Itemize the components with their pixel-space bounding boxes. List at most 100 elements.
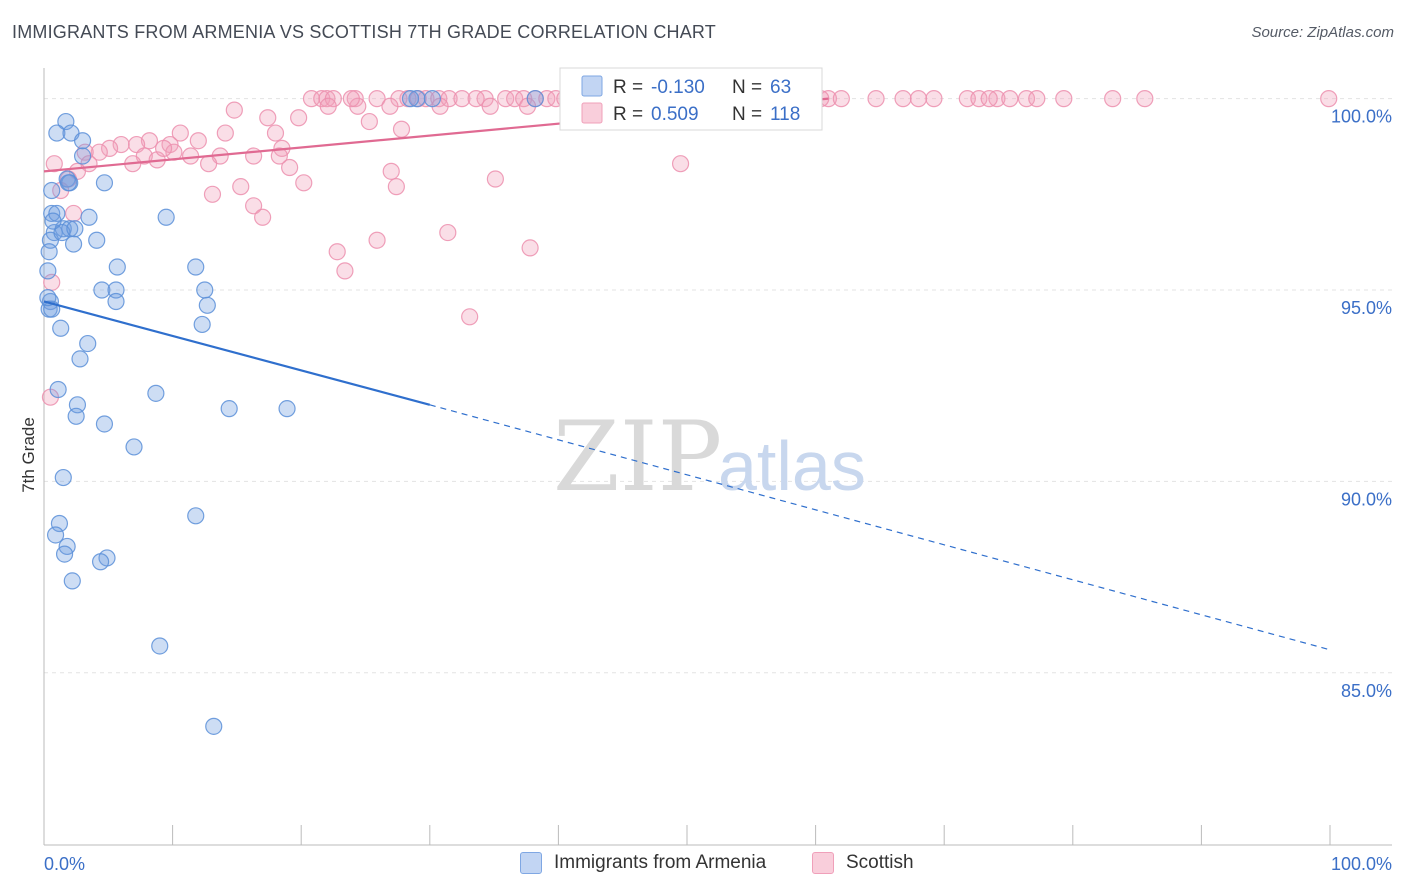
- scottish-point-110: [342, 90, 360, 108]
- legend-swatch-armenia: [581, 75, 603, 97]
- y-tick-label-0: 100.0%: [1331, 107, 1392, 127]
- y-tick-label-2: 90.0%: [1341, 489, 1392, 509]
- scottish-point-92: [295, 174, 313, 192]
- x-tick-labels: 0.0% 100.0%: [44, 854, 1392, 874]
- scottish-point-96: [254, 208, 272, 226]
- armenia-point-43: [54, 468, 72, 487]
- scottish-point-50: [1104, 90, 1122, 108]
- scottish-point-109: [154, 139, 173, 157]
- scottish-point-40: [867, 90, 885, 108]
- scottish-point-42: [925, 90, 943, 108]
- armenia-point-18: [88, 231, 106, 249]
- scottish-point-73: [100, 139, 119, 157]
- armenia-point-40: [67, 407, 85, 425]
- armenia-point-19: [40, 243, 58, 261]
- legend-swatch-scottish-bottom: [812, 852, 834, 874]
- scottish-point-74: [90, 143, 108, 161]
- scottish-point-57: [481, 97, 499, 115]
- scottish-point-79: [182, 147, 200, 165]
- armenia-point-21: [187, 258, 205, 276]
- trend-armenia-solid: [43, 300, 431, 406]
- armenia-point-53: [205, 717, 223, 735]
- scottish-point-90: [486, 170, 504, 188]
- scottish-point-60: [259, 109, 277, 127]
- scottish-point-5: [368, 90, 386, 108]
- scottish-point-64: [216, 124, 234, 142]
- scottish-point-95: [245, 197, 263, 215]
- legend-n-label-scottish: N =: [732, 104, 762, 125]
- y-tick-labels: 100.0% 95.0% 90.0% 85.0%: [1331, 107, 1392, 701]
- armenia-point-51: [63, 572, 81, 590]
- scottish-point-88: [382, 162, 400, 180]
- correlation-legend: R = -0.130 N = 63 R = 0.509 N = 118: [559, 67, 823, 131]
- y-tick-label-3: 85.0%: [1341, 681, 1392, 701]
- armenia-point-56: [526, 90, 544, 108]
- armenia-point-35: [49, 380, 67, 399]
- legend-n-scottish: 118: [770, 104, 800, 125]
- armenia-point-34: [71, 350, 89, 368]
- axes: [43, 68, 1392, 846]
- scottish-point-41: [894, 90, 912, 108]
- armenia-point-42: [125, 438, 143, 456]
- source-credit: Source: ZipAtlas.com: [1251, 24, 1394, 41]
- scottish-point-46: [1001, 90, 1019, 108]
- trend-armenia-dashed: [429, 404, 1331, 651]
- scottish-point-59: [225, 101, 243, 119]
- scottish-point-55: [381, 97, 399, 115]
- watermark-atlas: atlas: [718, 427, 866, 505]
- legend-item-scottish: Scottish: [812, 852, 914, 874]
- x-tick-label-0: 0.0%: [44, 854, 85, 874]
- armenia-point-52: [151, 637, 169, 655]
- armenia-point-46: [46, 526, 65, 544]
- scottish-point-53: [319, 97, 337, 115]
- armenia-point-59: [53, 223, 71, 242]
- scottish-point-99: [521, 239, 539, 257]
- scottish-point-93: [387, 178, 405, 196]
- y-tick-label-1: 95.0%: [1341, 298, 1392, 318]
- armenia-point-7: [95, 174, 114, 192]
- scottish-point-49: [1055, 90, 1073, 108]
- series-scottish: [41, 90, 1338, 406]
- watermark: ZIP atlas: [553, 401, 866, 513]
- series-armenia: [39, 90, 544, 735]
- armenia-point-61: [66, 220, 84, 238]
- armenia-point-33: [79, 334, 97, 353]
- armenia-point-55: [423, 90, 441, 108]
- armenia-point-23: [93, 281, 111, 299]
- scottish-point-94: [203, 185, 222, 203]
- scottish-point-65: [266, 124, 285, 142]
- legend-r-scottish: 0.509: [651, 104, 699, 125]
- scottish-point-39: [832, 90, 850, 108]
- legend-label-scottish: Scottish: [846, 852, 914, 873]
- armenia-point-39: [278, 400, 296, 418]
- legend-swatch-armenia-bottom: [520, 852, 542, 874]
- scottish-point-116: [909, 90, 928, 108]
- scottish-point-91: [232, 178, 250, 196]
- armenia-point-1: [48, 124, 66, 142]
- scottish-point-97: [439, 223, 457, 242]
- armenia-point-31: [52, 319, 70, 337]
- legend-r-label-armenia: R =: [613, 77, 643, 98]
- armenia-point-48: [55, 545, 74, 563]
- armenia-point-25: [196, 281, 214, 299]
- armenia-point-50: [91, 553, 110, 571]
- scottish-point-15: [506, 90, 524, 108]
- legend-label-armenia: Immigrants from Armenia: [554, 852, 767, 873]
- scottish-point-108: [270, 147, 288, 165]
- scottish-point-98: [368, 231, 386, 249]
- scottish-point-48: [1028, 90, 1046, 108]
- scottish-point-63: [171, 124, 189, 142]
- armenia-point-27: [107, 292, 125, 311]
- armenia-point-28: [198, 296, 216, 314]
- armenia-point-57: [401, 90, 420, 108]
- armenia-point-12: [157, 208, 175, 226]
- scottish-point-51: [1136, 90, 1154, 108]
- legend-frame: [559, 67, 823, 131]
- scottish-point-68: [140, 132, 159, 150]
- scottish-point-101: [336, 262, 354, 280]
- y-axis-label: 7th Grade: [19, 417, 38, 493]
- legend-n-armenia: 63: [770, 77, 791, 98]
- scottish-point-83: [200, 155, 218, 173]
- scottish-point-102: [461, 308, 479, 326]
